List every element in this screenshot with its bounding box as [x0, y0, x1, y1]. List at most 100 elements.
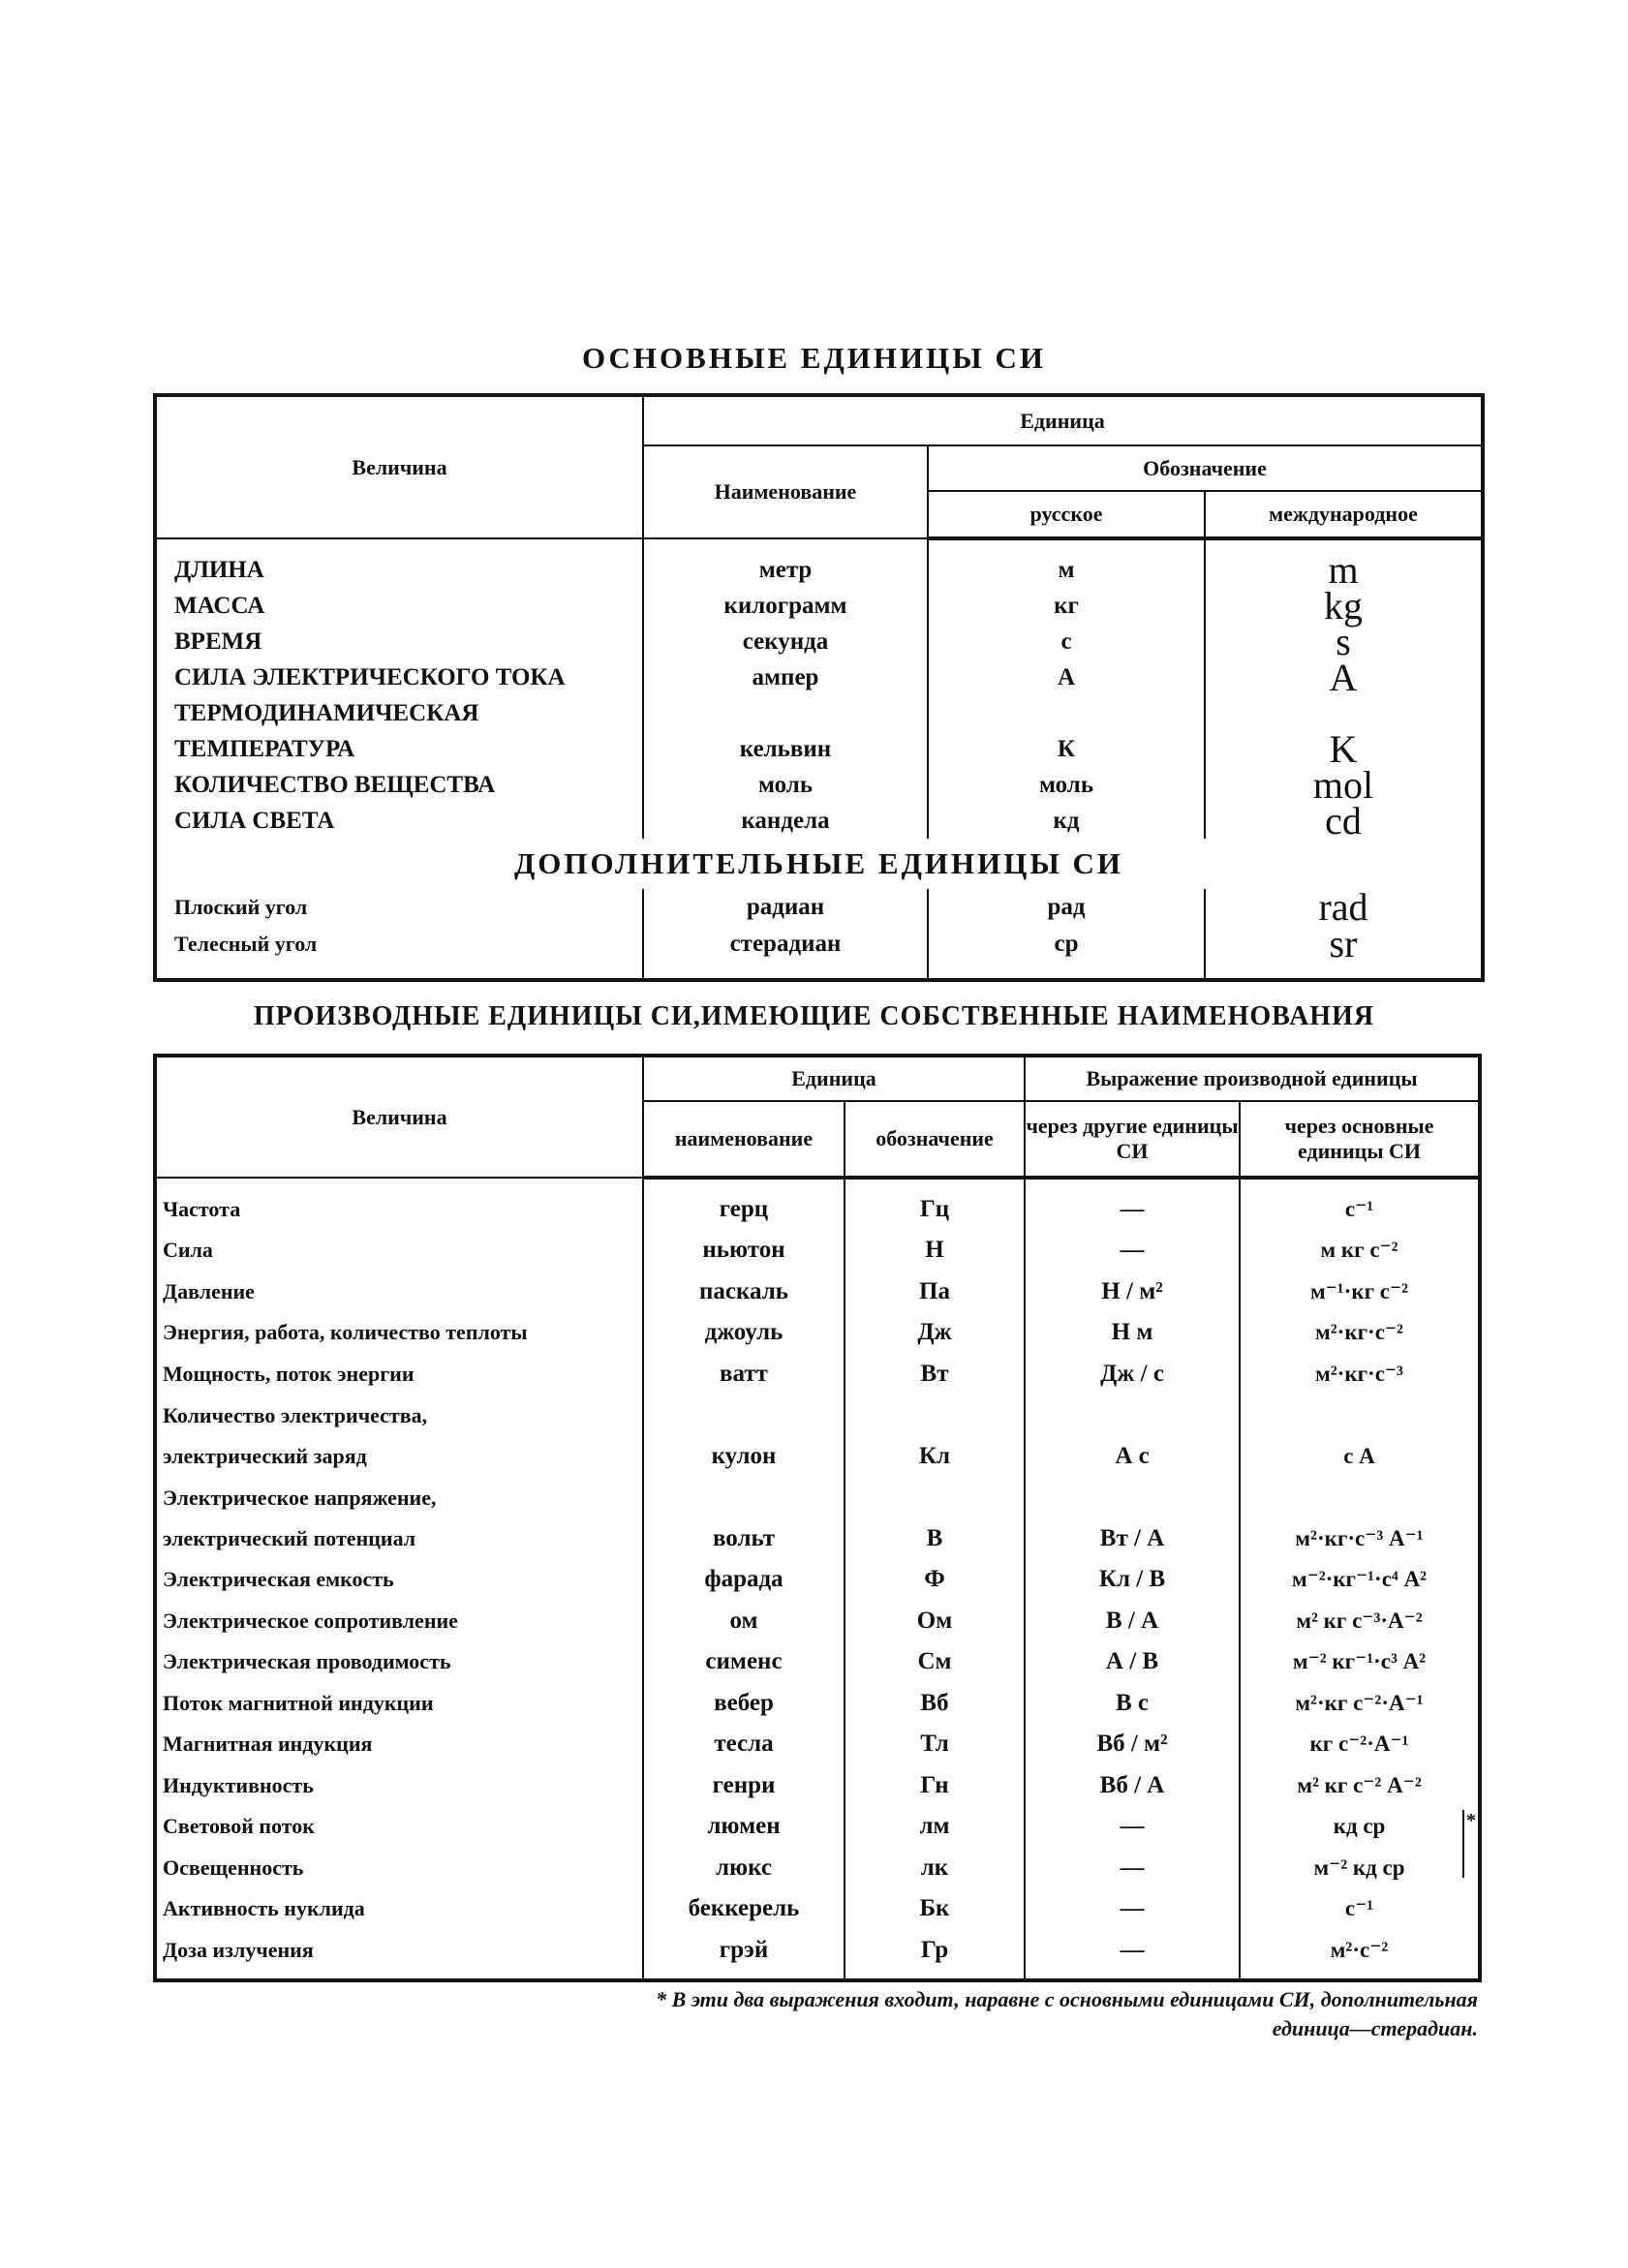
unit-name-cell: кулон: [642, 1394, 845, 1477]
via-base-units-cell: м кг с⁻²: [1239, 1229, 1482, 1271]
unit-symbol-cell: Ом: [843, 1600, 1027, 1641]
quantity-cell: Количество электричества, электрический з…: [154, 1394, 644, 1477]
base-expression: кд ср: [1333, 1814, 1386, 1838]
unit-name-cell: герц: [642, 1188, 845, 1230]
unit-symbol-cell: лм: [843, 1805, 1027, 1847]
unit-name-cell: фарада: [642, 1558, 845, 1600]
spacer-cell: [154, 963, 644, 980]
quantity-line: Энергия, работа, количество теплоты: [163, 1320, 528, 1344]
spacer-cell: [642, 1970, 845, 1980]
footnote-continued: единица—стерадиан.: [1272, 2016, 1478, 2040]
unit-name-cell: вебер: [642, 1682, 845, 1724]
supplementary-units-title: ДОПОЛНИТЕЛЬНЫЕ ЕДИНИЦЫ СИ: [513, 846, 1124, 880]
russian-symbol-cell: К: [927, 731, 1206, 767]
quantity-line: Поток магнитной индукции: [163, 1690, 434, 1715]
quantity-line: Частота: [163, 1196, 241, 1221]
international-symbol-cell: K: [1204, 729, 1484, 768]
quantity-cell: Освещенность: [154, 1847, 644, 1888]
via-other-units-cell: —: [1024, 1188, 1242, 1230]
international-symbol-cell: rad: [1204, 888, 1484, 927]
quantity-cell: Электрическая емкость: [154, 1558, 644, 1600]
spacer-cell: [154, 538, 644, 552]
unit-name-cell: джоуль: [642, 1311, 845, 1353]
via-other-units-cell: А с: [1024, 1394, 1242, 1477]
unit-symbol-cell: Гр: [843, 1929, 1027, 1971]
table-row: СИЛА ЭЛЕКТРИЧЕСКОГО ТОКА ампер А A: [154, 658, 1484, 696]
via-base-units-cell: с А: [1239, 1394, 1482, 1477]
table-row: Энергия, работа, количество теплоты джоул…: [154, 1311, 1482, 1353]
header-international: международное: [1204, 490, 1484, 540]
quantity-cell: Электрическое напряжение, электрический п…: [154, 1476, 644, 1559]
quantity-cell: Давление: [154, 1271, 644, 1312]
quantity-line: Доза излучения: [163, 1937, 314, 1962]
unit-symbol-cell: Па: [843, 1271, 1027, 1312]
via-other-units-cell: —: [1024, 1887, 1242, 1929]
unit-name-cell: люмен: [642, 1805, 845, 1847]
table-row: КОЛИЧЕСТВО ВЕЩЕСТВА моль моль mol: [154, 765, 1484, 804]
quantity-line: электрический заряд: [163, 1443, 367, 1468]
quantity-cell: ДЛИНА: [154, 552, 644, 588]
spacer-cell: [843, 1178, 1027, 1188]
spacer-cell: [642, 963, 929, 980]
header-unit: Единица: [641, 1055, 1027, 1102]
header-quantity: Величина: [154, 1055, 644, 1179]
quantity-cell: Мощность, поток энергии: [154, 1353, 644, 1395]
quantity-line: Количество электричества,: [163, 1402, 428, 1427]
via-other-units-cell: —: [1024, 1805, 1242, 1847]
unit-name-cell: беккерель: [642, 1887, 845, 1929]
via-other-units-cell: В с: [1024, 1682, 1242, 1724]
spacer-cell: [1024, 1970, 1242, 1980]
russian-symbol-cell: А: [927, 659, 1206, 695]
quantity-cell: ТЕМПЕРАТУРА: [154, 731, 644, 767]
via-base-units-cell: кг с⁻²·А⁻¹: [1239, 1723, 1482, 1764]
via-base-units-cell: м⁻²·кг⁻¹·с⁴ А²: [1239, 1558, 1482, 1600]
unit-symbol-cell: См: [843, 1640, 1027, 1682]
table-row: Световой поток люмен лм — кд ср *: [154, 1805, 1482, 1878]
spacer-cell: [927, 963, 1206, 980]
quantity-line: Мощность, поток энергии: [163, 1361, 415, 1386]
table-row: ДЛИНА метр м m: [154, 550, 1484, 589]
unit-symbol-cell: Н: [843, 1229, 1027, 1271]
unit-name-cell: секунда: [642, 624, 929, 659]
quantity-cell: Магнитная индукция: [154, 1723, 644, 1764]
table-row: Давление паскаль Па Н / м² м⁻¹·кг с⁻²: [154, 1271, 1482, 1312]
russian-symbol-cell: кд: [927, 803, 1206, 839]
quantity-line: Индуктивность: [163, 1772, 314, 1797]
table-row: МАССА килограмм кг kg: [154, 586, 1484, 625]
via-base-units-cell: м²·кг·с⁻³ А⁻¹: [1239, 1476, 1482, 1559]
unit-name-cell: радиан: [642, 889, 929, 926]
base-units-table: Величина Единица Наименование Обозначени…: [153, 393, 1485, 982]
spacer-cell: [927, 538, 1206, 552]
unit-name-cell: кандела: [642, 803, 929, 839]
quantity-cell: ВРЕМЯ: [154, 624, 644, 659]
footnote-marker: *: [1466, 1809, 1477, 1831]
table-row: Количество электричества, электрический з…: [154, 1394, 1482, 1477]
unit-name-cell: ампер: [642, 659, 929, 695]
quantity-line: Давление: [163, 1278, 255, 1303]
via-base-units-cell: м⁻² кд ср: [1239, 1847, 1482, 1888]
table-row: Сила ньютон Н — м кг с⁻²: [154, 1229, 1482, 1271]
unit-name-cell: ньютон: [642, 1229, 845, 1271]
unit-symbol-cell: Бк: [843, 1887, 1027, 1929]
via-other-units-cell: А / В: [1024, 1640, 1242, 1682]
via-base-units-cell: кд ср *: [1239, 1805, 1482, 1878]
unit-name-cell: метр: [642, 552, 929, 588]
table-row: ТЕРМОДИНАМИЧЕСКАЯ: [154, 695, 1484, 731]
derived-units-table: Величина Единица Выражение производной е…: [153, 1054, 1483, 1982]
unit-name-cell: ватт: [642, 1353, 845, 1395]
unit-name-cell: люкс: [642, 1847, 845, 1888]
quantity-line: Электрическая проводимость: [163, 1649, 451, 1673]
via-other-units-cell: Н / м²: [1024, 1271, 1242, 1312]
international-symbol-cell: A: [1204, 658, 1484, 696]
unit-name-cell: вольт: [642, 1476, 845, 1559]
header-via-base: через основные единицы СИ: [1239, 1100, 1482, 1180]
table-row: Частота герц Гц — с⁻¹: [154, 1188, 1482, 1230]
quantity-line: Активность нуклида: [163, 1896, 365, 1920]
via-other-units-cell: В / А: [1024, 1600, 1242, 1641]
russian-symbol-cell: ср: [927, 926, 1206, 963]
via-base-units-cell: м² кг с⁻³·А⁻²: [1239, 1600, 1482, 1641]
footnote-brace: [1462, 1809, 1465, 1878]
